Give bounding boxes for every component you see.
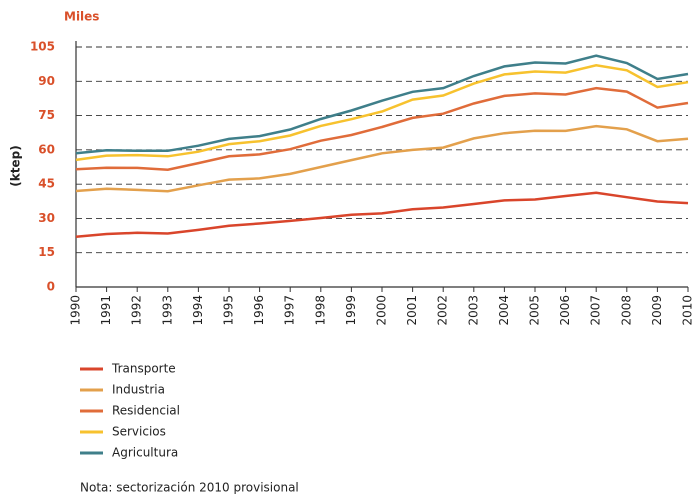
note: Nota: sectorización 2010 provisional [80,481,299,495]
series-line [75,124,689,193]
x-tick-label: 1999 [344,295,358,326]
x-tick-label: 2001 [405,295,419,326]
x-tick-label: 2005 [528,295,542,326]
series-line [75,86,689,171]
y-tick-label: 45 [38,177,55,191]
x-tick-label: 1991 [99,295,113,326]
series-line [75,64,689,162]
legend-label: Industria [112,383,165,397]
x-tick-label: 1996 [252,295,266,326]
x-tick-label: 2003 [466,295,480,326]
x-tick-label: 2006 [558,295,572,326]
legend-label: Servicios [112,425,166,439]
x-tick-label: 1998 [313,295,327,326]
x-tick-label: 2009 [650,295,664,326]
y-axis-label: (ktep) [9,145,23,186]
y-tick-label: 15 [38,245,55,259]
y-unit-label: Miles [64,10,99,24]
x-tick-label: 2004 [497,295,511,326]
y-tick-label: 105 [30,40,55,54]
x-tick-label: 1993 [160,295,174,326]
x-tick-label: 2002 [436,295,450,326]
x-tick-label: 1997 [283,295,297,326]
legend-label: Transporte [111,362,176,376]
y-tick-label: 75 [38,108,55,122]
series-line [75,191,689,238]
x-tick-label: 1995 [222,295,236,326]
legend-label: Agricultura [112,446,178,460]
x-tick-label: 1990 [69,295,83,326]
x-tick-label: 2000 [375,295,389,326]
x-tick-label: 1992 [130,295,144,326]
x-tick-label: 2010 [681,295,693,326]
y-tick-label: 60 [38,142,55,156]
x-tick-label: 2007 [589,295,603,326]
series-line [75,54,689,155]
x-tick-label: 2008 [619,295,633,326]
y-tick-label: 0 [47,280,55,294]
y-tick-label: 90 [38,74,55,88]
y-tick-label: 30 [38,211,55,225]
legend-label: Residencial [112,404,180,418]
x-tick-label: 1994 [191,295,205,326]
